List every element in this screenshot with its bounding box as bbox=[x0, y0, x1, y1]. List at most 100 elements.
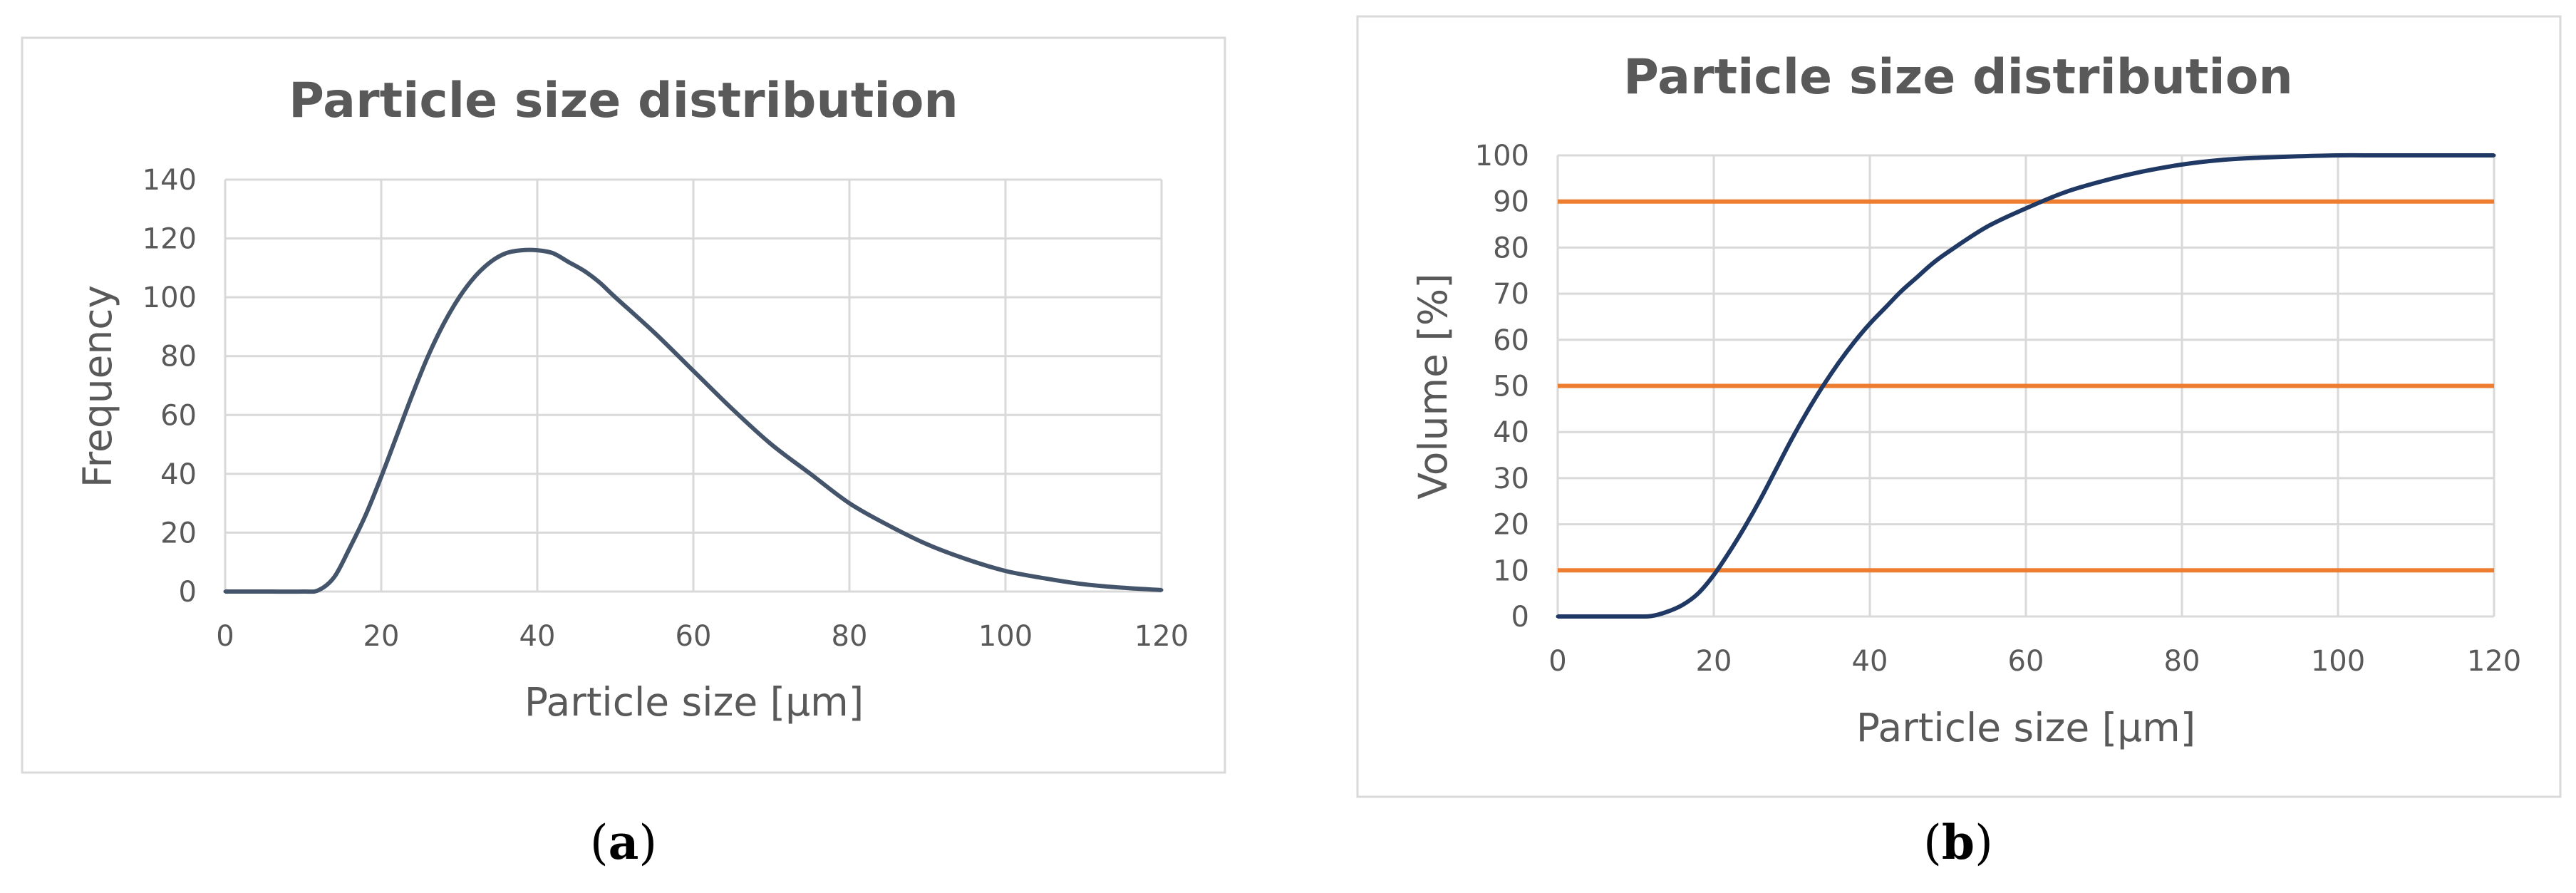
chart-b-data-point-35 bbox=[2453, 153, 2457, 158]
chart-a-data-point-17 bbox=[535, 248, 539, 252]
chart-b-data-point-24 bbox=[2024, 206, 2028, 210]
chart-a-x-tick-label-4: 80 bbox=[832, 620, 868, 653]
chart-a-data-point-22 bbox=[614, 295, 617, 299]
chart-b-y-tick-label-4: 40 bbox=[1493, 416, 1529, 449]
chart-b-data-point-25 bbox=[2063, 190, 2067, 195]
chart-a-data-point-35 bbox=[1120, 586, 1124, 590]
chart-a-data-point-36 bbox=[1159, 588, 1164, 592]
chart-b-y-tick-label-1: 10 bbox=[1493, 554, 1529, 587]
chart-a-frame bbox=[21, 36, 1226, 774]
chart-a-data-point-6 bbox=[363, 513, 368, 517]
chart-a-data-point-14 bbox=[488, 260, 492, 264]
chart-b-data-point-0 bbox=[1556, 614, 1560, 619]
chart-b-data-point-16 bbox=[1852, 340, 1856, 344]
chart-b-data-point-34 bbox=[2414, 153, 2418, 158]
chart-b-y-tick-label-7: 70 bbox=[1493, 278, 1529, 311]
chart-b-data-point-23 bbox=[1985, 224, 1989, 229]
chart-b-x-tick-label-3: 60 bbox=[2008, 645, 2044, 678]
chart-a-data-point-26 bbox=[770, 443, 773, 447]
chart-a-data-point-1 bbox=[262, 589, 267, 594]
chart-a-data-point-0 bbox=[223, 589, 227, 594]
chart-a-x-tick-label-1: 20 bbox=[363, 620, 400, 653]
chart-b-data-point-3 bbox=[1649, 614, 1653, 618]
chart-b-data-point-26 bbox=[2102, 179, 2106, 183]
chart-b-y-tick-label-8: 80 bbox=[1493, 232, 1529, 264]
chart-b-data-point-18 bbox=[1883, 306, 1888, 309]
chart-a-x-tick-label-3: 60 bbox=[676, 620, 712, 653]
chart-a-x-tick-label-2: 40 bbox=[519, 620, 556, 653]
chart-a: 0 20 40 60 80 100 120 0 20 40 60 80 100 120 140 Parti… bbox=[21, 36, 1226, 774]
chart-b-y-axis-label: Volume [%] bbox=[1410, 273, 1456, 499]
chart-b-data-point-28 bbox=[2180, 162, 2184, 167]
chart-b-title: Particle size distribution bbox=[1623, 49, 2293, 105]
panel-caption-a-open: ( bbox=[590, 815, 609, 870]
chart-b-data-point-19 bbox=[1899, 289, 1903, 294]
chart-a-data-point-23 bbox=[652, 331, 656, 335]
chart-a-data-point-3 bbox=[316, 588, 321, 592]
chart-b-x-tick-label-2: 40 bbox=[1852, 645, 1888, 678]
chart-b-data-point-4 bbox=[1665, 610, 1669, 614]
panel-caption-a-close: ) bbox=[638, 815, 657, 870]
chart-b-data-point-10 bbox=[1759, 497, 1763, 501]
chart-b-x-tick-label-4: 80 bbox=[2164, 645, 2200, 678]
chart-a-data-point-2 bbox=[301, 589, 305, 594]
panel-caption-b-open: ( bbox=[1923, 815, 1942, 870]
chart-b-data-point-36 bbox=[2492, 153, 2496, 158]
chart-a-y-tick-label-0: 0 bbox=[179, 576, 197, 609]
chart-b-data-point-9 bbox=[1743, 525, 1747, 529]
chart-b-x-tick-label-6: 120 bbox=[2467, 645, 2521, 678]
chart-a-data-point-10 bbox=[426, 354, 430, 358]
chart-b-data-point-5 bbox=[1680, 603, 1685, 607]
chart-a-y-tick-label-5: 100 bbox=[143, 282, 197, 314]
chart-a-data-point-12 bbox=[457, 295, 461, 299]
chart-a-x-tick-label-5: 100 bbox=[978, 620, 1033, 653]
chart-a-y-tick-label-1: 20 bbox=[160, 517, 197, 549]
chart-a-data-point-25 bbox=[730, 407, 735, 411]
chart-a-data-point-8 bbox=[395, 433, 399, 438]
chart-b-data-point-22 bbox=[1946, 250, 1950, 254]
chart-b-y-tick-label-0: 0 bbox=[1511, 601, 1529, 634]
chart-b-data-point-11 bbox=[1774, 467, 1779, 471]
chart-a-y-tick-label-3: 60 bbox=[160, 399, 197, 432]
chart-b-x-axis-label: Particle size [µm] bbox=[1856, 705, 2195, 750]
chart-a-x-axis-label: Particle size [µm] bbox=[524, 679, 864, 725]
chart-b-y-tick-label-9: 90 bbox=[1493, 186, 1529, 219]
chart-b-data-point-13 bbox=[1805, 409, 1809, 413]
chart-b-y-tick-label-5: 50 bbox=[1493, 371, 1529, 403]
chart-b-y-tick-label-3: 30 bbox=[1493, 463, 1529, 495]
chart-a-y-tick-label-2: 40 bbox=[160, 458, 197, 491]
chart-b-data-point-8 bbox=[1727, 549, 1732, 554]
chart-a-x-tick-label-6: 120 bbox=[1134, 620, 1189, 653]
chart-b-data-point-27 bbox=[2141, 170, 2145, 174]
chart-b-data-point-14 bbox=[1821, 384, 1825, 388]
chart-b-data-point-2 bbox=[1634, 614, 1638, 619]
chart-b-data-point-12 bbox=[1790, 437, 1794, 441]
chart-b-data-point-30 bbox=[2258, 155, 2262, 160]
chart-b-data-point-31 bbox=[2297, 154, 2301, 158]
chart-a-data-point-30 bbox=[926, 542, 929, 547]
chart-b-data-point-17 bbox=[1868, 321, 1872, 326]
chart-a-data-point-21 bbox=[598, 281, 602, 284]
chart-b-data-point-21 bbox=[1930, 262, 1935, 266]
chart-a-data-point-18 bbox=[551, 251, 555, 255]
chart-a-data-point-34 bbox=[1082, 582, 1085, 587]
chart-a-y-tick-label-4: 80 bbox=[160, 341, 197, 373]
chart-b: 0 20 40 60 80 100 120 0 10 20 30 40 50 60 70 80 90 100 P… bbox=[1356, 15, 2562, 798]
chart-b-y-tick-label-6: 60 bbox=[1493, 324, 1529, 357]
chart-a-x-tick-label-0: 0 bbox=[216, 620, 234, 653]
chart-a-data-point-13 bbox=[472, 274, 477, 279]
chart-b-x-tick-label-1: 20 bbox=[1696, 645, 1732, 678]
panel-caption-a-letter: a bbox=[609, 815, 639, 870]
chart-a-data-point-19 bbox=[567, 260, 571, 264]
chart-b-x-tick-label-5: 100 bbox=[2311, 645, 2365, 678]
chart-b-data-point-1 bbox=[1595, 614, 1599, 619]
chart-a-data-point-9 bbox=[410, 392, 415, 396]
chart-a-y-tick-label-6: 120 bbox=[143, 223, 197, 256]
chart-a-y-axis-label: Frequency bbox=[75, 285, 120, 487]
chart-a-data-point-24 bbox=[691, 368, 695, 373]
chart-a-y-tick-label-7: 140 bbox=[143, 164, 197, 197]
chart-a-data-point-33 bbox=[1043, 576, 1047, 580]
chart-b-frame bbox=[1356, 15, 2562, 798]
panel-caption-b-letter: b bbox=[1942, 815, 1975, 870]
